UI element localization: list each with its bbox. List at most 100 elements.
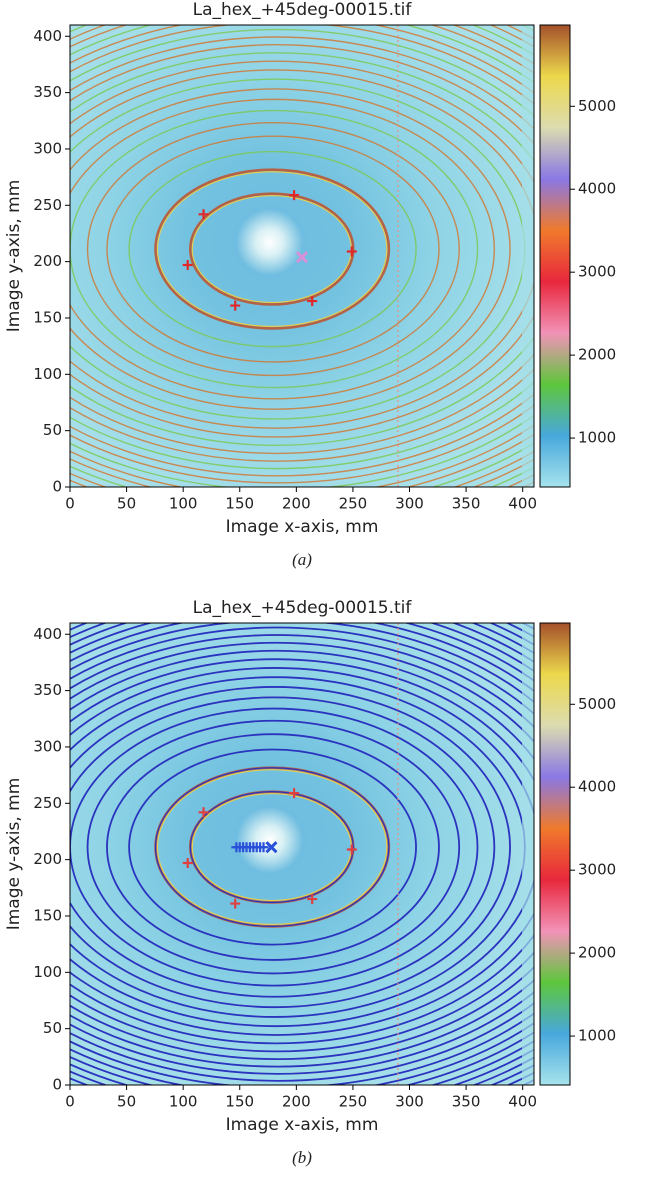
marker xyxy=(230,300,241,311)
y-tick-label: 350 xyxy=(33,83,62,101)
y-tick-label: 50 xyxy=(43,421,62,439)
fitted-ring xyxy=(70,649,534,1045)
diffraction-ring xyxy=(70,25,534,477)
y-tick-label: 350 xyxy=(33,681,62,699)
colorbar-tick-label: 5000 xyxy=(578,97,616,115)
axes-frame xyxy=(69,24,535,488)
y-tick-label: 300 xyxy=(33,737,62,755)
y-tick-label: 100 xyxy=(33,963,62,981)
colorbar xyxy=(539,622,571,1086)
marker xyxy=(182,260,193,271)
fitted-ring xyxy=(154,767,390,928)
fitted-ring xyxy=(70,641,534,1053)
colorbar-tick-label: 4000 xyxy=(578,180,616,198)
y-tick-label: 400 xyxy=(33,625,62,643)
fitted-ring xyxy=(70,696,496,998)
y-tick-label: 0 xyxy=(52,478,62,496)
colorbar-tick-label: 3000 xyxy=(578,861,616,879)
x-tick-label: 200 xyxy=(282,1093,311,1111)
fitted-ring xyxy=(86,719,461,975)
diffraction-ring xyxy=(86,122,460,377)
x-tick-label: 0 xyxy=(65,1093,75,1111)
colorbar-tick-label: 2000 xyxy=(578,944,616,962)
diffraction-ring xyxy=(128,150,417,348)
diffraction-ring xyxy=(70,60,534,438)
x-tick-label: 350 xyxy=(452,495,481,513)
x-tick-label: 200 xyxy=(282,495,311,513)
x-tick-label: 400 xyxy=(508,495,537,513)
caption: (b) xyxy=(292,1148,312,1167)
x-tick-label: 150 xyxy=(225,495,254,513)
marker xyxy=(295,251,309,264)
diffraction-ring xyxy=(70,98,495,400)
fitted-ring xyxy=(70,686,511,1009)
fitted-ring xyxy=(70,634,534,1060)
x-tick-label: 50 xyxy=(117,1093,136,1111)
diffraction-ring xyxy=(70,44,534,455)
ring-highlight xyxy=(157,171,388,327)
y-tick-label: 0 xyxy=(52,1076,62,1094)
x-tick-label: 0 xyxy=(65,495,75,513)
y-tick-label: 200 xyxy=(33,850,62,868)
panel: 0 50 100 150 200 250 300 350 4000501001502002503… xyxy=(4,598,616,1167)
y-tick-label: 250 xyxy=(33,196,62,214)
diffraction-ring xyxy=(70,36,534,462)
y-tick-label: 150 xyxy=(33,308,62,326)
ring-highlight xyxy=(157,769,388,925)
chart-title: La_hex_+45deg-00015.tif xyxy=(193,598,413,618)
y-axis-label: Image y-axis, mm xyxy=(4,180,24,333)
diffraction-ring xyxy=(188,192,355,306)
diffraction-ring xyxy=(70,25,534,484)
x-tick-label: 350 xyxy=(452,1093,481,1111)
marker xyxy=(289,190,300,201)
diffraction-ring xyxy=(70,69,534,429)
x-tick-label: 400 xyxy=(508,1093,537,1111)
marker xyxy=(198,209,209,220)
colorbar xyxy=(539,24,571,488)
x-tick-label: 300 xyxy=(395,495,424,513)
diffraction-ring xyxy=(70,52,534,447)
marker xyxy=(182,858,193,869)
colorbar-tick-label: 2000 xyxy=(578,346,616,364)
x-tick-label: 100 xyxy=(169,1093,198,1111)
detector-edge xyxy=(522,623,534,1085)
marker xyxy=(289,788,300,799)
marker xyxy=(307,296,318,307)
y-axis-label: Image y-axis, mm xyxy=(4,778,24,931)
marker xyxy=(198,807,209,818)
colorbar-tick-label: 1000 xyxy=(578,429,616,447)
axes-frame xyxy=(69,622,535,1086)
fitted-ring xyxy=(70,623,534,1082)
diffraction-ring xyxy=(106,135,440,363)
y-tick-label: 50 xyxy=(43,1019,62,1037)
detector-image xyxy=(70,623,534,1085)
y-tick-label: 300 xyxy=(33,139,62,157)
x-tick-label: 300 xyxy=(395,1093,424,1111)
x-axis-label: Image x-axis, mm xyxy=(226,517,379,537)
fitted-ring xyxy=(70,623,534,1075)
panel: 0 50 100 150 200 250 300 350 4000501001502002503… xyxy=(4,0,616,569)
fitted-ring xyxy=(189,791,354,904)
marker xyxy=(258,842,269,853)
fitted-ring xyxy=(128,748,417,946)
fitted-ring xyxy=(106,733,440,961)
x-tick-label: 250 xyxy=(339,1093,368,1111)
marker xyxy=(307,894,318,905)
marker xyxy=(230,898,241,909)
x-axis-label: Image x-axis, mm xyxy=(226,1115,379,1135)
y-tick-label: 200 xyxy=(33,252,62,270)
colorbar-tick-label: 3000 xyxy=(578,263,616,281)
diffraction-ring xyxy=(70,28,534,470)
colorbar-tick-label: 5000 xyxy=(578,695,616,713)
x-tick-label: 150 xyxy=(225,1093,254,1111)
fitted-ring xyxy=(70,667,534,1028)
colorbar-tick-label: 4000 xyxy=(578,778,616,796)
colorbar-tick-label: 1000 xyxy=(578,1027,616,1045)
y-tick-label: 150 xyxy=(33,906,62,924)
marker xyxy=(346,246,357,257)
x-tick-label: 250 xyxy=(339,495,368,513)
x-tick-label: 100 xyxy=(169,495,198,513)
fitted-ring xyxy=(70,626,534,1068)
